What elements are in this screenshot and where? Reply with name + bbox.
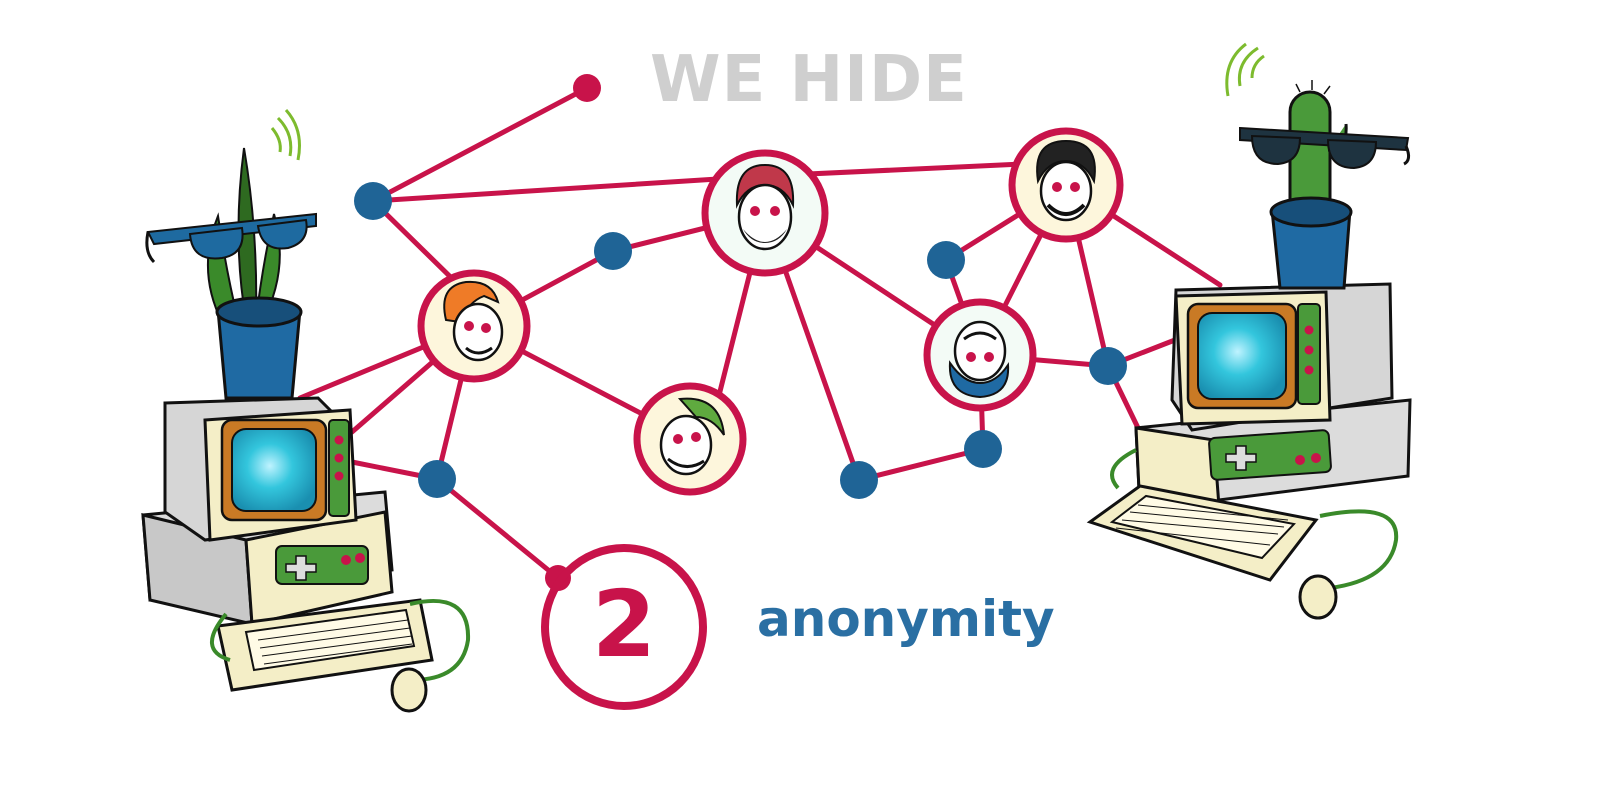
left-potted-plant-icon [206, 147, 303, 400]
relay-node [354, 182, 392, 220]
left-sunglasses-icon [145, 212, 317, 264]
relay-node [964, 430, 1002, 468]
red-hair-user-icon [701, 149, 829, 277]
relay-node [927, 241, 965, 279]
blue-hair-user-icon [923, 298, 1037, 412]
caption-text: anonymity [757, 590, 1055, 648]
relay-node [418, 460, 456, 498]
network-edge [370, 173, 768, 204]
relay-nodes [354, 182, 1127, 499]
right-signal-waves-icon [1225, 42, 1265, 97]
network-edge [434, 476, 561, 581]
right-mouse-icon [1298, 574, 1338, 620]
relay-node [1089, 347, 1127, 385]
number-badge: 2 [541, 544, 707, 710]
endpoint-dot [573, 74, 601, 102]
right-sunglasses-icon [1239, 126, 1411, 170]
left-retro-computer-icon [141, 396, 471, 692]
right-cactus-icon [1269, 80, 1353, 290]
orange-hair-user-icon [417, 269, 531, 383]
relay-node [840, 461, 878, 499]
left-signal-waves-icon [270, 108, 301, 161]
green-hair-user-icon [633, 382, 747, 496]
left-mouse-icon [390, 667, 428, 713]
network-edge [370, 85, 590, 204]
right-retro-computer-icon [1086, 282, 1412, 590]
network-edge [856, 446, 986, 483]
relay-node [594, 232, 632, 270]
black-hair-user-icon [1008, 127, 1124, 243]
headline-text: WE HIDE [650, 43, 968, 117]
badge-number: 2 [591, 571, 656, 678]
